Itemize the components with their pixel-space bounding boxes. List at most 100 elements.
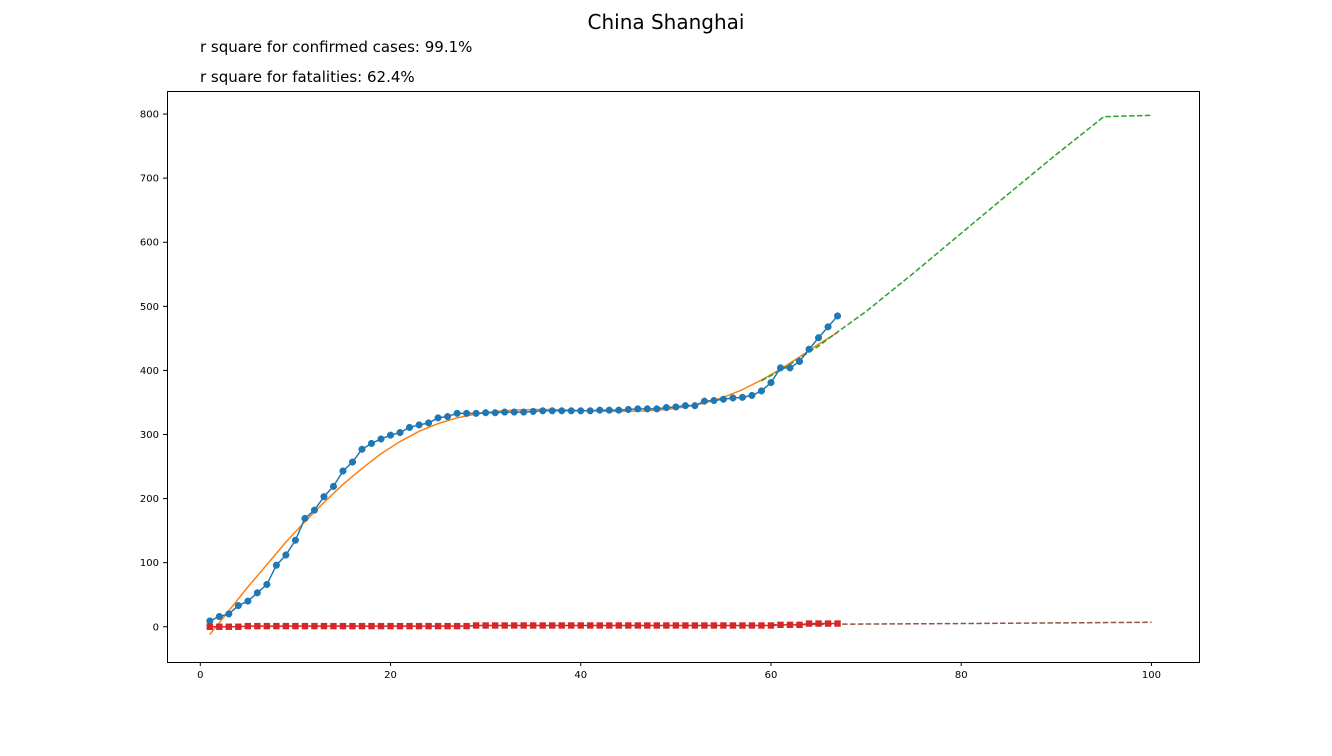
- data-point-confirmed: [805, 345, 813, 353]
- data-point-fatalities: [615, 622, 622, 629]
- data-point-confirmed: [367, 439, 376, 448]
- data-point-confirmed: [567, 407, 575, 415]
- data-point-confirmed: [672, 403, 680, 411]
- data-point-confirmed: [396, 429, 404, 437]
- data-point-fatalities: [653, 622, 661, 629]
- data-point-fatalities: [349, 622, 356, 630]
- data-point-confirmed: [520, 408, 528, 416]
- data-point-confirmed: [291, 536, 299, 544]
- data-point-confirmed: [301, 514, 309, 523]
- data-point-fatalities: [282, 622, 290, 630]
- data-point-fatalities: [263, 622, 271, 630]
- x-tick-label: 0: [197, 670, 203, 681]
- data-point-confirmed: [691, 402, 699, 410]
- data-point-fatalities: [235, 623, 242, 630]
- chart-title: China Shanghai: [587, 10, 745, 34]
- x-tick-label: 100: [1142, 670, 1161, 681]
- data-point-confirmed: [510, 408, 518, 416]
- data-point-fatalities: [777, 621, 784, 629]
- data-point-fatalities: [606, 622, 613, 629]
- data-point-fatalities: [625, 622, 632, 629]
- data-point-confirmed: [596, 406, 604, 414]
- data-point-confirmed: [634, 405, 642, 413]
- data-point-confirmed: [748, 391, 756, 399]
- data-point-fatalities: [701, 622, 708, 629]
- data-point-fatalities: [577, 622, 584, 629]
- data-point-fatalities: [463, 622, 470, 630]
- data-point-fatalities: [805, 620, 813, 627]
- data-point-fatalities: [415, 622, 423, 630]
- series-line-confirmed-fit: [209, 331, 838, 635]
- data-point-confirmed: [234, 602, 242, 610]
- data-point-confirmed: [377, 435, 385, 443]
- y-tick-label: 100: [140, 558, 159, 569]
- y-tick-label: 0: [153, 622, 159, 633]
- x-tick-label: 40: [574, 670, 587, 681]
- data-point-fatalities: [568, 622, 575, 629]
- data-point-confirmed: [615, 406, 623, 414]
- data-point-confirmed: [310, 506, 318, 514]
- r-square-confirmed-annotation: r square for confirmed cases: 99.1%: [200, 38, 473, 56]
- series-layer: [206, 114, 1152, 635]
- data-point-fatalities: [311, 622, 318, 630]
- data-point-fatalities: [292, 622, 299, 630]
- data-point-fatalities: [710, 622, 718, 629]
- data-point-confirmed: [244, 597, 252, 605]
- data-point-fatalities: [206, 623, 213, 630]
- x-tick-label: 60: [765, 670, 778, 681]
- data-point-fatalities: [339, 622, 347, 630]
- data-point-confirmed: [225, 610, 233, 618]
- data-point-fatalities: [301, 622, 309, 630]
- data-point-fatalities: [767, 622, 775, 629]
- data-point-confirmed: [472, 409, 480, 417]
- data-point-confirmed: [215, 612, 223, 621]
- data-point-fatalities: [644, 622, 651, 629]
- data-point-confirmed: [681, 402, 689, 410]
- data-point-confirmed: [729, 394, 737, 402]
- data-point-fatalities: [691, 622, 699, 629]
- data-point-fatalities: [663, 622, 670, 629]
- data-point-fatalities: [529, 622, 537, 629]
- data-point-fatalities: [482, 622, 489, 629]
- data-point-confirmed: [282, 551, 290, 559]
- data-point-confirmed: [434, 414, 442, 422]
- y-tick-label: 200: [140, 494, 159, 505]
- y-tick-label: 600: [140, 238, 159, 249]
- data-point-fatalities: [377, 622, 385, 630]
- data-point-confirmed: [415, 421, 423, 429]
- data-point-fatalities: [501, 622, 508, 629]
- data-point-confirmed: [348, 458, 357, 466]
- data-point-fatalities: [396, 622, 404, 630]
- data-point-confirmed: [453, 409, 461, 417]
- data-point-fatalities: [444, 622, 451, 630]
- data-point-fatalities: [748, 622, 756, 629]
- data-point-fatalities: [358, 622, 366, 630]
- data-point-confirmed: [814, 334, 823, 342]
- data-point-confirmed: [767, 379, 775, 387]
- data-point-confirmed: [710, 396, 718, 405]
- data-point-fatalities: [330, 622, 337, 630]
- data-point-confirmed: [329, 482, 338, 490]
- data-point-confirmed: [425, 419, 433, 427]
- data-point-fatalities: [273, 622, 280, 630]
- data-point-fatalities: [425, 622, 432, 630]
- data-point-confirmed: [643, 405, 651, 413]
- data-point-confirmed: [339, 467, 347, 475]
- data-point-fatalities: [406, 622, 413, 630]
- data-point-fatalities: [634, 622, 642, 629]
- data-point-confirmed: [738, 393, 747, 401]
- data-point-fatalities: [244, 622, 252, 630]
- y-tick-label: 800: [140, 110, 159, 121]
- data-point-fatalities: [472, 622, 480, 629]
- data-point-fatalities: [491, 622, 499, 629]
- data-point-fatalities: [549, 622, 556, 629]
- y-tick-label: 700: [140, 174, 159, 185]
- data-point-confirmed: [444, 413, 452, 421]
- data-point-confirmed: [834, 312, 842, 320]
- y-tick-label: 400: [140, 366, 159, 377]
- data-point-fatalities: [453, 622, 461, 630]
- data-point-confirmed: [529, 407, 537, 415]
- data-point-fatalities: [368, 622, 375, 630]
- data-point-fatalities: [834, 620, 841, 627]
